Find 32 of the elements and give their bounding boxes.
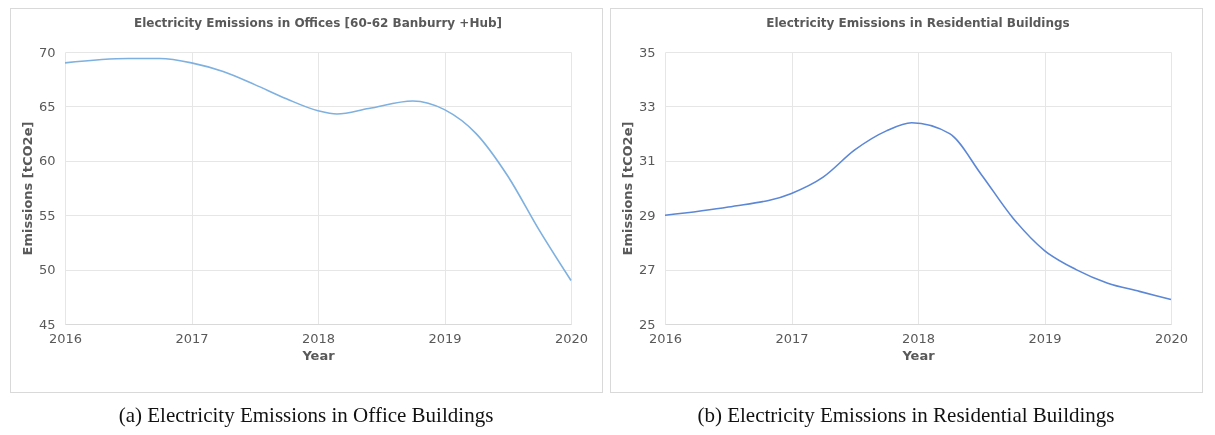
x-tick-label: 2016 — [648, 330, 683, 346]
x-tick-label: 2016 — [48, 330, 83, 346]
y-axis-title: Emissions [tCO2e] — [619, 121, 635, 256]
y-tick-label: 50 — [38, 262, 56, 278]
text: (b) Electricity Emissions in Residential Buildings — [696, 403, 1116, 428]
text: (a) Electricity Emissions in Office Buildings — [117, 403, 495, 428]
y-tick-label: 55 — [38, 207, 56, 223]
y-tick-label: 70 — [38, 44, 56, 60]
x-axis-title: Year — [301, 347, 336, 363]
chart-title: Electricity Emissions in Offices [60-62 Banburry +Hub] — [133, 16, 503, 30]
x-tick-label: 2019 — [1028, 330, 1062, 346]
y-tick-label: 25 — [638, 316, 656, 332]
chart-title: Electricity Emissions in Residential Buildings — [766, 16, 1070, 30]
x-tick-label: 2017 — [775, 330, 809, 346]
x-tick-label: 2018 — [901, 330, 936, 346]
x-tick-label: 2020 — [554, 330, 589, 346]
y-tick-label: 35 — [638, 44, 656, 60]
y-tick-label: 65 — [38, 98, 56, 114]
y-axis-title: Emissions [tCO2e] — [19, 121, 35, 256]
x-tick-label: 2019 — [428, 330, 462, 346]
y-tick-label: 45 — [38, 316, 56, 332]
x-tick-label: 2017 — [175, 330, 209, 346]
line-series — [664, 121, 1172, 301]
y-tick-label: 33 — [638, 98, 656, 114]
y-tick-label: 29 — [638, 207, 656, 223]
x-axis-title: Year — [901, 347, 936, 363]
x-tick-label: 2018 — [301, 330, 336, 346]
y-tick-label: 60 — [38, 153, 56, 169]
y-tick-label: 31 — [638, 153, 656, 169]
y-tick-label: 27 — [638, 262, 656, 278]
x-tick-label: 2020 — [1154, 330, 1189, 346]
line-series — [64, 57, 572, 282]
